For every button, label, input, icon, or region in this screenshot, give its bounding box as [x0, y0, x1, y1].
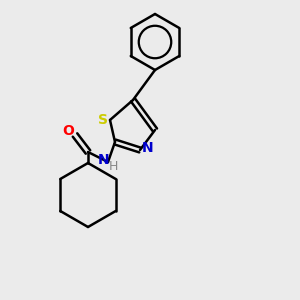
Text: S: S	[98, 113, 108, 127]
Text: O: O	[62, 124, 74, 138]
Text: H: H	[108, 160, 118, 172]
Text: N: N	[98, 153, 110, 167]
Text: N: N	[142, 141, 154, 155]
